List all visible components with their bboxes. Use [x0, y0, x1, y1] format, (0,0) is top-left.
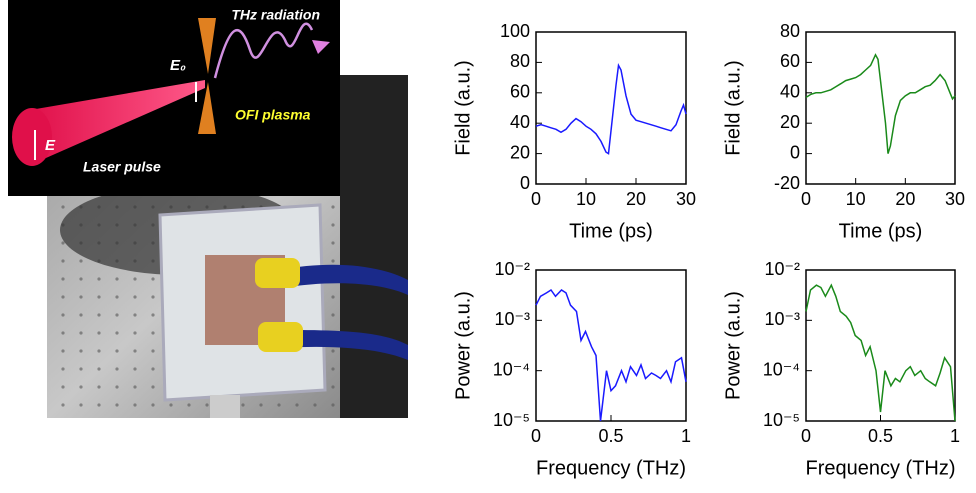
- diagram: THz radiation E₀ OFI plasma E Laser puls…: [8, 0, 340, 196]
- y-tick-label: 40: [780, 82, 800, 102]
- plot-frame: [805, 31, 956, 185]
- y-tick-label: 10⁻³: [764, 309, 800, 329]
- x-tick-label: 0.5: [598, 426, 623, 446]
- x-axis-label: Frequency (THz): [536, 457, 686, 479]
- y-tick-label: 10⁻²: [764, 259, 800, 279]
- diagram-label: THz radiation: [231, 7, 320, 23]
- data-line: [805, 53, 956, 154]
- y-tick-label: 10⁻³: [494, 309, 530, 329]
- x-tick-label: 0.5: [868, 426, 893, 446]
- y-tick-label: 80: [510, 51, 530, 71]
- diagram-label: E: [45, 137, 56, 154]
- y-tick-label: 10⁻⁴: [493, 359, 530, 379]
- y-tick-label: 80: [780, 21, 800, 41]
- data-line: [805, 283, 956, 422]
- y-tick-label: 0: [790, 142, 800, 162]
- y-tick-label: -20: [774, 173, 800, 193]
- y-tick-label: 10⁻⁵: [763, 410, 800, 430]
- x-tick-label: 20: [626, 189, 646, 209]
- y-tick-label: 20: [780, 112, 800, 132]
- y-tick-label: 40: [510, 112, 530, 132]
- y-tick-label: 10⁻²: [494, 259, 530, 279]
- diagram-label: Laser pulse: [83, 159, 161, 175]
- x-tick-label: 20: [895, 189, 915, 209]
- diagram-label: OFI plasma: [235, 107, 311, 123]
- y-tick-label: 10⁻⁵: [493, 410, 530, 430]
- y-tick-label: 20: [510, 142, 530, 162]
- y-tick-label: 60: [780, 51, 800, 71]
- y-tick-label: 10⁻⁴: [763, 359, 800, 379]
- y-axis-label: Field (a.u.): [452, 60, 474, 156]
- x-axis-label: Frequency (THz): [805, 457, 955, 479]
- data-line: [535, 288, 687, 422]
- x-tick-label: 30: [945, 189, 965, 209]
- diagram-label: E₀: [170, 57, 186, 74]
- y-tick-label: 60: [510, 82, 530, 102]
- x-tick-label: 30: [676, 189, 696, 209]
- x-axis-label: Time (ps): [569, 220, 653, 242]
- y-axis-label: Power (a.u.): [452, 291, 474, 400]
- y-axis-label: Field (a.u.): [722, 60, 744, 156]
- x-axis-label: Time (ps): [839, 220, 923, 242]
- y-tick-label: 100: [500, 21, 530, 41]
- x-tick-label: 10: [576, 189, 596, 209]
- x-tick-label: 10: [846, 189, 866, 209]
- plot-frame: [805, 269, 956, 422]
- x-tick-label: 1: [950, 426, 960, 446]
- x-tick-label: 1: [681, 426, 691, 446]
- x-tick-label: 0: [531, 189, 541, 209]
- data-line: [535, 62, 687, 155]
- x-tick-label: 0: [801, 426, 811, 446]
- y-tick-label: 0: [520, 173, 530, 193]
- x-tick-label: 0: [801, 189, 811, 209]
- y-axis-label: Power (a.u.): [722, 291, 744, 400]
- plot-frame: [535, 31, 687, 185]
- x-tick-label: 0: [531, 426, 541, 446]
